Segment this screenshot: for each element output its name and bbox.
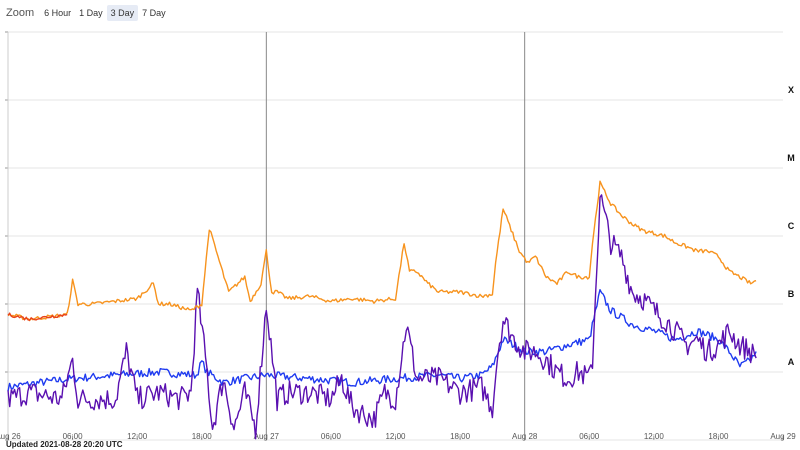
flare-class-label-C: C xyxy=(788,221,795,231)
flare-class-label-B: B xyxy=(788,289,795,299)
x-tick-label-8: Aug 28 xyxy=(512,432,538,441)
zoom-label: Zoom xyxy=(6,7,35,19)
series-line-blue-channel xyxy=(7,289,757,392)
x-tick-label-6: 12:00 xyxy=(385,432,406,441)
zoom-7-day-button[interactable]: 7 Day xyxy=(142,8,166,18)
series-line-long-wavelength-flux xyxy=(7,180,757,322)
x-tick-label-12: Aug 29 xyxy=(770,432,796,441)
x-tick-label-1: 06:00 xyxy=(63,432,84,441)
flare-class-label-M: M xyxy=(787,153,795,163)
x-tick-label-5: 06:00 xyxy=(321,432,342,441)
x-tick-label-7: 18:00 xyxy=(450,432,471,441)
x-tick-label-0: Aug 26 xyxy=(0,432,21,441)
zoom-3-day-button[interactable]: 3 Day xyxy=(106,5,139,21)
zoom-6-hour-button[interactable]: 6 Hour xyxy=(44,8,72,18)
x-tick-label-3: 18:00 xyxy=(192,432,213,441)
zoom-bar: Zoom 6 Hour 1 Day 3 Day 7 Day xyxy=(6,4,170,22)
x-tick-label-11: 18:00 xyxy=(708,432,729,441)
series-line-long-wavelength-low-segment xyxy=(7,312,68,321)
x-tick-label-2: 12:00 xyxy=(127,432,148,441)
x-tick-label-4: Aug 27 xyxy=(254,432,280,441)
flare-class-label-X: X xyxy=(788,85,794,95)
series-line-short-wavelength-flux xyxy=(7,194,757,440)
zoom-1-day-button[interactable]: 1 Day xyxy=(79,8,103,18)
updated-timestamp: Updated 2021-08-28 20:20 UTC xyxy=(6,440,123,449)
x-tick-label-9: 06:00 xyxy=(579,432,600,441)
flare-class-label-A: A xyxy=(788,357,795,367)
x-tick-label-10: 12:00 xyxy=(644,432,665,441)
